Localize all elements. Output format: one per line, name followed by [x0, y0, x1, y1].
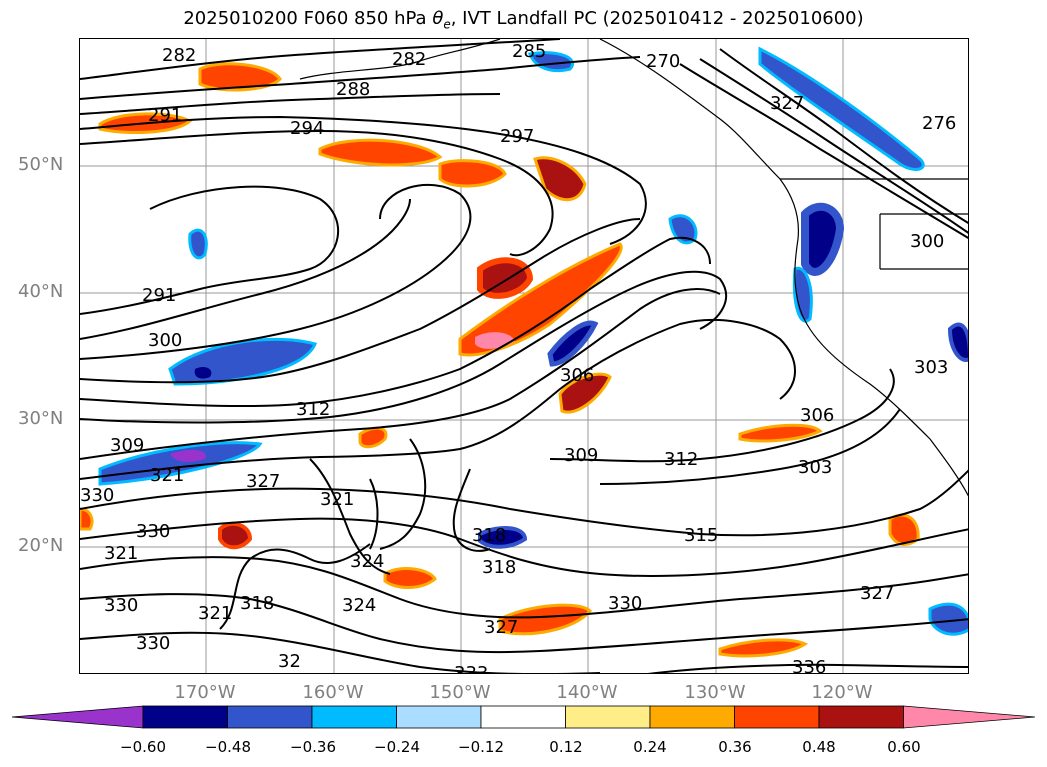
contour-label: 318	[472, 525, 506, 546]
colorbar-segment	[227, 705, 313, 729]
contour-label: 300	[148, 330, 182, 351]
contour-label: 327	[770, 93, 804, 114]
colorbar-tick-label: −0.12	[458, 738, 504, 756]
contour-label: 291	[148, 105, 182, 126]
lat-label-40n: 40°N	[18, 281, 64, 302]
contour-label: 324	[342, 595, 376, 616]
lat-label-50n: 50°N	[18, 154, 64, 175]
contour-label: 294	[290, 118, 324, 139]
contour-label: 303	[914, 357, 948, 378]
contour-label: 282	[162, 45, 196, 66]
lon-label-170w: 170°W	[174, 682, 236, 703]
colorbar-segment	[480, 705, 566, 729]
contour-label: 330	[80, 485, 114, 506]
contour-label: 270	[646, 51, 680, 72]
contour-label: 321	[320, 489, 354, 510]
theta-e-contours	[80, 39, 968, 673]
contour-label: 330	[104, 595, 138, 616]
contour-label: 318	[240, 593, 274, 614]
contour-label: 32	[278, 651, 301, 672]
contour-label: 312	[296, 399, 330, 420]
colorbar-tick-label: −0.24	[374, 738, 420, 756]
contour-label: 312	[664, 449, 698, 470]
contour-label: 276	[922, 113, 956, 134]
contour-label: 327	[484, 617, 518, 638]
colorbar-segment	[311, 705, 397, 729]
colorbar-tick-label: 0.12	[549, 738, 583, 756]
contour-label: 306	[800, 405, 834, 426]
lon-label-120w: 120°W	[811, 682, 873, 703]
colorbar	[11, 705, 1036, 729]
lon-label-150w: 150°W	[429, 682, 491, 703]
contour-label: 330	[608, 593, 642, 614]
colorbar-segment	[396, 705, 482, 729]
contour-label: 309	[110, 435, 144, 456]
lon-label-140w: 140°W	[556, 682, 618, 703]
contour-label: 321	[198, 603, 232, 624]
lon-label-130w: 130°W	[684, 682, 746, 703]
colorbar-segment	[734, 705, 820, 729]
colorbar-tick-label: 0.48	[802, 738, 836, 756]
colorbar-segment	[565, 705, 651, 729]
colorbar-tick-label: 0.60	[887, 738, 921, 756]
contour-label: 282	[392, 49, 426, 70]
contour-label: 318	[482, 557, 516, 578]
contour-label: 288	[336, 79, 370, 100]
map-canvas: 282 282 285 288 291 294 297 291 300 312 …	[80, 39, 968, 674]
contour-label: 321	[150, 465, 184, 486]
colorbar-tick-label: −0.60	[120, 738, 166, 756]
contour-label: 291	[142, 285, 176, 306]
colorbar-tick-label: 0.36	[718, 738, 752, 756]
colorbar-tick-label: −0.36	[290, 738, 336, 756]
lat-label-20n: 20°N	[18, 535, 64, 556]
contour-label: 327	[246, 471, 280, 492]
contour-label: 306	[560, 365, 594, 386]
contour-label: 330	[136, 521, 170, 542]
contour-label: 321	[104, 543, 138, 564]
contour-label: 330	[136, 633, 170, 654]
contour-label: 333	[454, 663, 488, 674]
colorbar-tick-label: −0.48	[205, 738, 251, 756]
contour-label: 324	[350, 551, 384, 572]
contour-label: 309	[564, 445, 598, 466]
coastline	[299, 39, 968, 497]
contour-label: 327	[860, 583, 894, 604]
colorbar-segment	[649, 705, 735, 729]
colorbar-extend-right	[903, 705, 1036, 729]
map-title: 2025010200 F060 850 hPa θe, IVT Landfall…	[183, 8, 864, 32]
contour-label: 315	[684, 525, 718, 546]
colorbar-tick-label: 0.24	[633, 738, 667, 756]
contour-label: 297	[500, 126, 534, 147]
colorbar-segment	[142, 705, 228, 729]
contour-label: 300	[910, 231, 944, 252]
lon-label-160w: 160°W	[302, 682, 364, 703]
map-panel: 282 282 285 288 291 294 297 291 300 312 …	[79, 38, 969, 674]
contour-label: 336	[792, 657, 826, 674]
lat-label-30n: 30°N	[18, 408, 64, 429]
contour-label: 303	[798, 457, 832, 478]
negative-anomaly-patches	[98, 46, 968, 636]
colorbar-extend-left	[11, 705, 144, 729]
contour-label: 285	[512, 41, 546, 62]
contour-labels: 282 282 285 288 291 294 297 291 300 312 …	[80, 41, 956, 674]
colorbar-segment	[818, 705, 904, 729]
